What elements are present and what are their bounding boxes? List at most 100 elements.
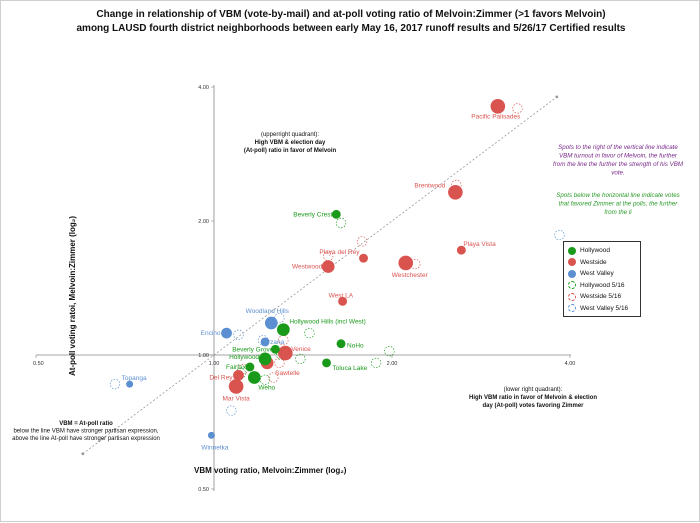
early-point bbox=[226, 405, 237, 416]
legend-symbol bbox=[568, 281, 576, 290]
certified-point bbox=[338, 296, 348, 306]
x-tick-label: 4.00 bbox=[565, 361, 576, 367]
y-tick-label: 1.00 bbox=[198, 353, 209, 359]
legend-label: West Valley 5/16 bbox=[580, 304, 629, 312]
point-label: Brentwood bbox=[414, 182, 445, 189]
early-point bbox=[410, 258, 421, 270]
point-label: Topanga bbox=[122, 375, 147, 382]
vbm-equality-note: below the line VBM have stronger partisa… bbox=[13, 429, 158, 435]
legend-entry: Hollywood 5/16 bbox=[568, 280, 636, 292]
vbm-equality-note: above the line At-poll have stronger par… bbox=[12, 436, 160, 442]
chart-title-line-1: Change in relationship of VBM (vote-by-m… bbox=[96, 9, 606, 20]
point-label: Hollywood bbox=[229, 354, 259, 361]
certified-point bbox=[126, 380, 134, 388]
early-point bbox=[356, 236, 368, 247]
legend: Hollywood Westside West Valley Hollywood 5/… bbox=[563, 241, 641, 317]
early-point bbox=[304, 327, 315, 339]
point-label: Encino bbox=[201, 330, 221, 337]
early-point bbox=[370, 357, 382, 369]
certified-point bbox=[336, 339, 346, 349]
early-point bbox=[259, 374, 271, 385]
legend-entry: Westside 5/16 bbox=[568, 291, 636, 303]
certified-point bbox=[321, 260, 335, 273]
certified-point bbox=[221, 327, 232, 339]
point-label: Tarzana bbox=[261, 339, 285, 346]
early-point bbox=[335, 217, 347, 229]
x-tick-label: 2.00 bbox=[387, 361, 398, 367]
upper-quadrant-note: High VBM & election day bbox=[255, 140, 326, 146]
point-label: Toluca Lake bbox=[333, 365, 368, 372]
point-label: Playa Vista bbox=[463, 241, 496, 248]
certified-point bbox=[258, 352, 272, 366]
legend-symbol bbox=[568, 292, 576, 301]
point-label: Hollywood Hills (incl West) bbox=[289, 319, 365, 326]
x-tick-label: 0.50 bbox=[33, 361, 44, 367]
legend-symbol bbox=[568, 246, 576, 255]
legend-entry: West Valley 5/16 bbox=[568, 303, 636, 315]
x-axis-title: VBM voting ratio, Melvoin:Zimmer (log₂) bbox=[194, 466, 347, 475]
point-labels-group: Pacific Palisades Brentwood Playa del Rey P… bbox=[122, 113, 522, 451]
side-note-purple: from the line the further the strength o… bbox=[553, 161, 684, 168]
certified-point bbox=[260, 337, 270, 347]
point-label: West LA bbox=[329, 292, 354, 299]
y-tick-label: 2.00 bbox=[198, 219, 209, 225]
early-point bbox=[274, 312, 285, 324]
certified-point bbox=[228, 379, 244, 394]
point-label: Winnetka bbox=[201, 444, 228, 451]
certified-point bbox=[456, 245, 466, 255]
point-label: Beverly Crest bbox=[293, 211, 332, 218]
point-label: Westwood bbox=[292, 264, 323, 271]
annotations-group: (upperright quadrant): High VBM & electio… bbox=[12, 132, 684, 442]
legend-entry: Westside bbox=[568, 257, 636, 269]
point-label: Beverly Grove bbox=[232, 346, 274, 353]
chart-title-line-2: among LAUSD fourth district neighborhood… bbox=[76, 23, 626, 34]
certified-point bbox=[207, 431, 215, 439]
certified-point bbox=[490, 98, 506, 114]
lower-quadrant-note: (lower right quadrant): bbox=[504, 387, 563, 393]
lower-quadrant-note: High VBM ratio in favor of Melvoin & ele… bbox=[469, 395, 597, 401]
x-tick-label: 1.00 bbox=[209, 361, 220, 367]
side-note-purple: VBM turnout in favor of Melvoin, the fur… bbox=[559, 153, 678, 160]
reference-line-start-marker bbox=[81, 452, 85, 456]
early-point bbox=[233, 329, 244, 340]
legend-entry: Hollywood bbox=[568, 245, 636, 257]
certified-point bbox=[359, 253, 368, 263]
reference-line-end-marker bbox=[555, 95, 559, 99]
certified-point bbox=[270, 344, 280, 354]
certified-point bbox=[264, 316, 278, 330]
certified-point bbox=[331, 209, 341, 219]
certified-point bbox=[233, 369, 244, 381]
side-note-purple: Spots to the right of the vertical line … bbox=[558, 144, 678, 151]
certified-point bbox=[276, 323, 290, 337]
early-point bbox=[295, 353, 306, 365]
early-point bbox=[274, 357, 285, 369]
early-point bbox=[384, 346, 395, 357]
legend-label: Westside bbox=[580, 258, 607, 266]
certified-point bbox=[322, 358, 331, 368]
legend-symbol bbox=[568, 304, 576, 313]
certified-point bbox=[247, 371, 261, 384]
upper-quadrant-note: (At-poll) ratio in favor of Melvoin bbox=[244, 148, 337, 154]
point-label: Pacific Palisades bbox=[471, 113, 521, 120]
upper-quadrant-note: (upperright quadrant): bbox=[261, 132, 319, 138]
point-label: NoHo bbox=[347, 343, 364, 350]
certified-point bbox=[277, 345, 293, 361]
early-point bbox=[268, 372, 279, 383]
point-label: Playa del Rey bbox=[319, 249, 360, 256]
y-tick-label: 4.00 bbox=[198, 85, 209, 91]
side-note-green: Spots below the horizontal line indicate… bbox=[556, 192, 679, 199]
legend-label: Westside 5/16 bbox=[580, 293, 622, 301]
early-point bbox=[554, 229, 565, 241]
point-label: Mar Vista bbox=[222, 395, 250, 402]
legend-label: Hollywood bbox=[580, 247, 610, 255]
point-label: Woodland Hills bbox=[246, 308, 290, 315]
legend-entry: West Valley bbox=[568, 268, 636, 280]
certified-point bbox=[245, 362, 255, 372]
point-label: Westchester bbox=[392, 272, 429, 279]
point-label: Fairfax bbox=[226, 364, 247, 371]
lower-quadrant-note: day (At-poll) votes favoring Zimmer bbox=[482, 403, 584, 409]
early-point bbox=[512, 103, 523, 114]
vbm-equality-note: VBM = At-poll ratio bbox=[59, 421, 113, 427]
